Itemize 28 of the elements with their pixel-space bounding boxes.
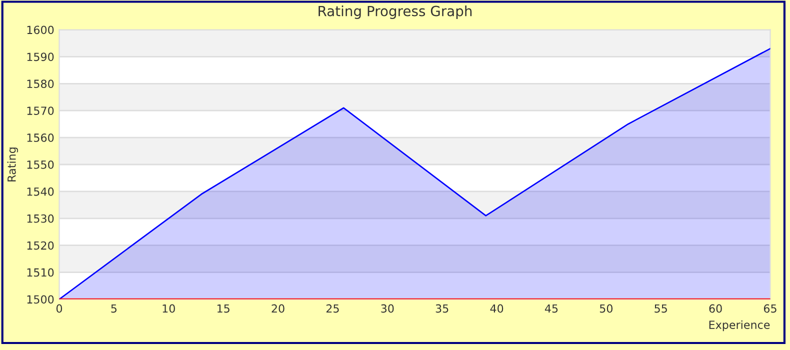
y-tick-label: 1570 (27, 106, 54, 115)
x-tick-label: 65 (764, 304, 776, 313)
y-tick-label: 1600 (27, 26, 54, 34)
x-tick-label: 40 (490, 304, 504, 313)
y-tick-label: 1590 (27, 52, 54, 62)
x-tick-label: 45 (544, 304, 558, 313)
x-tick-label: 15 (217, 304, 230, 313)
x-axis-title: Experience (709, 320, 770, 332)
x-tick-label: 55 (654, 304, 667, 313)
x-tick-label: 60 (709, 304, 722, 313)
x-tick-label: 20 (272, 304, 284, 313)
x-tick-label: 30 (381, 304, 394, 313)
x-tick-label: 5 (111, 304, 117, 313)
y-tick-label: 1530 (27, 214, 54, 223)
y-tick-label: 1510 (27, 268, 54, 277)
y-tick-label: 1520 (27, 241, 54, 250)
y-tick-label: 1500 (27, 295, 54, 304)
chart-title: Rating Progress Graph (318, 6, 472, 19)
y-tick-label: 1540 (27, 187, 54, 196)
x-tick-label: 50 (600, 304, 613, 313)
y-axis-title: Rating (7, 148, 18, 182)
x-tick-label: 10 (162, 304, 175, 313)
x-tick-label: 35 (436, 304, 448, 313)
x-tick-label: 0 (56, 304, 62, 313)
x-tick-label: 25 (326, 304, 339, 313)
y-tick-label: 1580 (27, 80, 54, 88)
y-tick-label: 1550 (27, 160, 54, 169)
y-tick-label: 1560 (27, 134, 54, 142)
